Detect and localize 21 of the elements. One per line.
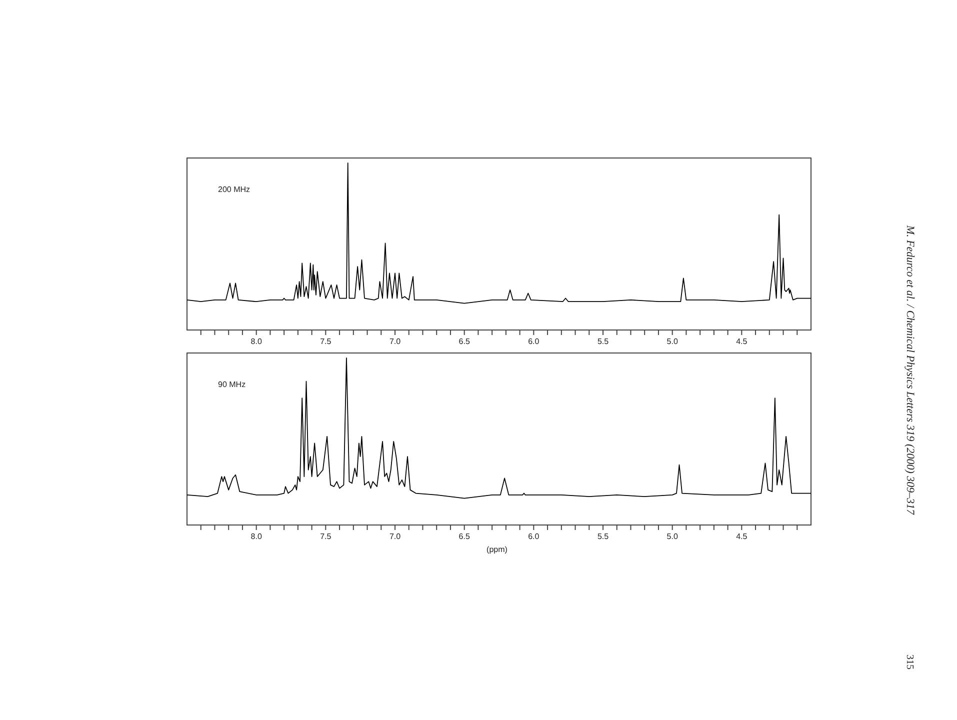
text: M. Fedurco et al. / Chemical Physics Letters 319 (2000) 309–317 (904, 224, 916, 516)
x-tick-label: 7.5 (320, 532, 332, 541)
x-axis-title: (ppm) (486, 545, 508, 554)
x-tick-label: 5.5 (597, 337, 610, 346)
x-tick-label: 6.5 (458, 337, 470, 346)
text: 315 (904, 654, 915, 670)
x-tick-label: 7.0 (389, 532, 402, 541)
x-tick-label: 6.0 (528, 337, 540, 346)
text: 90 MHz (218, 380, 246, 389)
x-tick-label: 5.0 (666, 337, 678, 346)
x-tick-label: 5.5 (597, 532, 610, 541)
x-tick-label: 8.0 (250, 337, 262, 346)
text: 200 MHz (218, 185, 250, 194)
x-tick-label: 4.5 (736, 337, 748, 346)
x-tick-label: 7.0 (389, 337, 402, 346)
x-tick-label: 8.0 (250, 532, 262, 541)
x-tick-label: 6.0 (528, 532, 540, 541)
x-tick-label: 7.5 (320, 337, 332, 346)
x-tick-label: 4.5 (736, 532, 748, 541)
x-tick-label: 6.5 (458, 532, 470, 541)
x-tick-label: 5.0 (666, 532, 678, 541)
